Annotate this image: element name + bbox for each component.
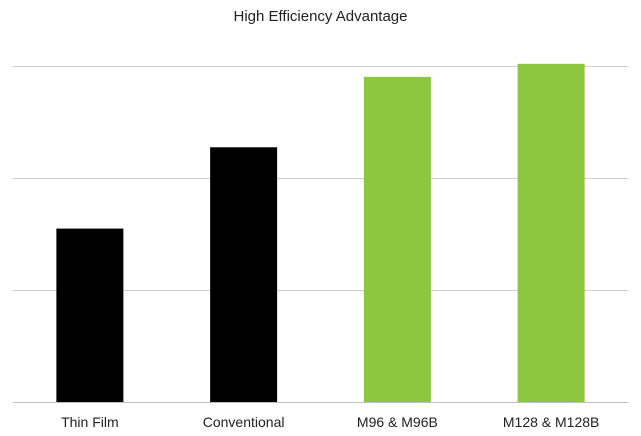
bar-3 — [517, 63, 585, 403]
x-tick-label-1: Conventional — [203, 414, 285, 430]
bars — [56, 63, 585, 403]
bar-0 — [56, 228, 124, 402]
x-tick-label-0: Thin Film — [61, 414, 119, 430]
x-tick-label-2: M96 & M96B — [357, 414, 438, 430]
x-tick-labels: Thin Film Conventional M96 & M96B M128 & M1… — [61, 414, 599, 430]
bar-2 — [363, 76, 431, 402]
x-tick-label-3: M128 & M128B — [503, 414, 600, 430]
bar-1 — [210, 147, 278, 402]
chart-title: High Efficiency Advantage — [233, 8, 408, 25]
